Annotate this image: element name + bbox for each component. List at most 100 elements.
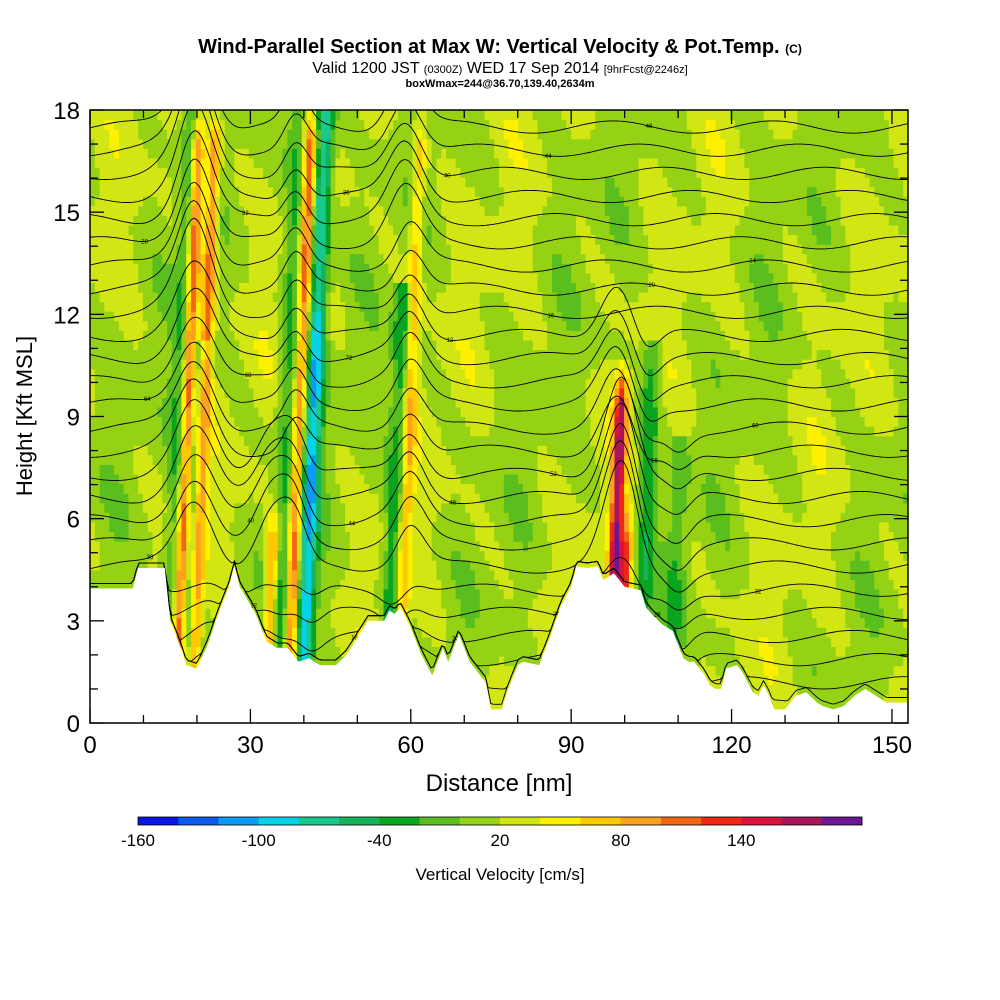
velocity-cell	[311, 119, 317, 130]
velocity-cell	[441, 253, 447, 264]
velocity-cell	[94, 397, 101, 408]
velocity-cell	[239, 483, 245, 494]
velocity-cell	[287, 311, 293, 322]
velocity-cell	[431, 157, 438, 169]
velocity-cell	[191, 378, 197, 389]
velocity-cell	[436, 234, 442, 245]
velocity-cell	[407, 531, 413, 542]
velocity-cell	[412, 148, 418, 159]
velocity-cell	[354, 521, 361, 533]
velocity-cell	[402, 263, 409, 274]
velocity-cell	[320, 167, 327, 178]
velocity-cell	[325, 426, 332, 437]
velocity-cell	[234, 531, 240, 542]
velocity-cell	[210, 301, 216, 312]
velocity-cell	[446, 598, 452, 609]
velocity-cell	[215, 186, 221, 197]
velocity-cell	[431, 291, 438, 303]
velocity-cell	[345, 646, 351, 657]
velocity-cell	[388, 416, 394, 427]
velocity-cell	[162, 196, 168, 207]
velocity-cell	[118, 138, 125, 149]
velocity-cell	[301, 138, 308, 149]
velocity-cell	[287, 253, 293, 264]
velocity-cell	[325, 502, 332, 513]
velocity-cell	[229, 349, 235, 360]
velocity-cell	[446, 550, 452, 561]
velocity-cell	[311, 378, 317, 389]
velocity-cell	[316, 512, 322, 523]
velocity-cell	[248, 598, 255, 609]
velocity-cell	[282, 349, 288, 360]
velocity-cell	[142, 454, 149, 465]
velocity-cell	[181, 579, 187, 590]
velocity-cell	[388, 129, 394, 140]
velocity-cell	[354, 368, 361, 379]
velocity-cell	[90, 129, 96, 140]
velocity-cell	[330, 234, 336, 245]
velocity-cell	[123, 119, 130, 130]
velocity-cell	[407, 560, 413, 571]
velocity-cell	[215, 282, 221, 293]
velocity-cell	[364, 177, 370, 188]
velocity-cell	[417, 311, 423, 322]
velocity-cell	[422, 512, 428, 523]
velocity-cell	[268, 617, 274, 628]
velocity-cell	[450, 512, 457, 523]
velocity-cell	[229, 445, 235, 456]
velocity-cell	[335, 224, 341, 236]
velocity-cell	[234, 291, 240, 303]
velocity-cell	[138, 291, 144, 303]
velocity-cell	[296, 541, 303, 552]
velocity-cell	[94, 579, 101, 590]
velocity-cell	[200, 282, 207, 293]
velocity-cell	[186, 454, 192, 465]
velocity-cell	[90, 541, 96, 552]
velocity-cell	[128, 454, 134, 465]
velocity-cell	[460, 636, 466, 647]
velocity-cell	[426, 387, 433, 398]
velocity-cell	[320, 569, 327, 580]
velocity-cell	[162, 521, 168, 533]
velocity-cell	[460, 320, 466, 331]
velocity-cell	[426, 464, 433, 475]
velocity-cell	[123, 550, 130, 561]
velocity-cell	[263, 588, 269, 600]
velocity-cell	[268, 339, 274, 351]
velocity-cell	[417, 291, 423, 303]
velocity-cell	[311, 272, 317, 284]
velocity-cell	[373, 435, 380, 446]
velocity-cell	[268, 129, 274, 140]
velocity-cell	[301, 608, 308, 619]
velocity-cell	[123, 272, 130, 284]
velocity-cell	[335, 368, 341, 379]
velocity-cell	[239, 157, 245, 169]
velocity-cell	[378, 550, 385, 561]
velocity-cell	[138, 426, 144, 437]
velocity-cell	[239, 186, 245, 197]
velocity-cell	[412, 464, 418, 475]
velocity-cell	[349, 588, 356, 600]
velocity-cell	[90, 263, 96, 274]
velocity-cell	[455, 215, 462, 226]
velocity-cell	[263, 550, 269, 561]
velocity-cell	[138, 244, 144, 255]
velocity-cell	[200, 320, 207, 331]
velocity-cell	[191, 138, 197, 149]
velocity-cell	[248, 282, 255, 293]
velocity-cell	[292, 435, 298, 446]
velocity-cell	[123, 349, 130, 360]
velocity-cell	[306, 531, 312, 542]
velocity-cell	[422, 502, 428, 513]
velocity-cell	[296, 157, 303, 169]
velocity-cell	[147, 435, 154, 446]
velocity-cell	[378, 416, 385, 427]
velocity-cell	[109, 205, 115, 216]
velocity-cell	[287, 244, 293, 255]
velocity-cell	[243, 378, 250, 389]
velocity-cell	[364, 368, 370, 379]
velocity-cell	[431, 435, 438, 446]
velocity-cell	[446, 205, 452, 216]
velocity-cell	[369, 569, 375, 580]
velocity-cell	[354, 416, 361, 427]
